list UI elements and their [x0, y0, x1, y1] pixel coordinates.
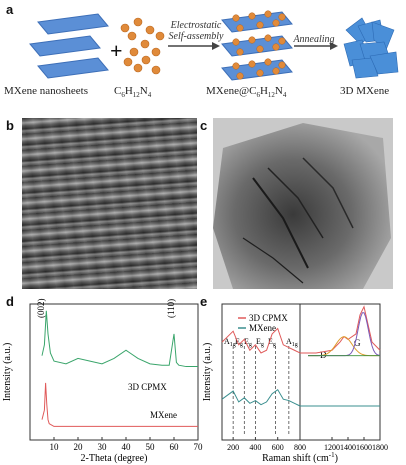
- raman-xlabel: Raman shift (cm-1): [262, 451, 338, 464]
- svg-text:Eg: Eg: [268, 337, 276, 348]
- 3d-mxene-label: 3D MXene: [340, 85, 390, 97]
- panel-c-label: c: [200, 118, 208, 133]
- xrd-xtick-label: 20: [74, 442, 84, 452]
- xrd-series1-label: 3D CPMX: [128, 382, 167, 392]
- svg-text:A1g: A1g: [224, 337, 236, 348]
- svg-text:Eg: Eg: [256, 337, 264, 348]
- panel-a-label: a: [6, 2, 14, 17]
- raman-xtick-label: 1600: [356, 443, 372, 452]
- raman-xtick-label: 1200: [324, 443, 340, 452]
- panel-d-label: d: [6, 294, 14, 309]
- composite-formula: MXene@C6H12N4: [206, 85, 287, 100]
- raman-xtick-label: 200: [227, 443, 239, 452]
- xrd-plot-frame: [29, 303, 199, 441]
- xrd-ylabel: Intensity (a.u.): [2, 343, 13, 402]
- xrd-chart: Intensity (a.u.) 2-Theta (degree) (002) …: [2, 299, 204, 465]
- svg-text:G: G: [354, 338, 361, 348]
- svg-text:A1g: A1g: [286, 337, 298, 348]
- xrd-series-line-0: [41, 310, 198, 368]
- panel-e-label: e: [200, 294, 208, 309]
- self-assembly-label: Self-assembly: [168, 31, 224, 42]
- raman-series-line-0: [221, 327, 301, 354]
- annealing-label: Annealing: [293, 34, 335, 45]
- mxene-nanosheets-icon: [29, 13, 109, 79]
- raman-chart: Intensity (a.u.) Raman shift (cm-1) 3D C…: [202, 303, 388, 464]
- mxene-composite-icon: [221, 10, 293, 81]
- xrd-peak-110: (110): [166, 299, 176, 318]
- xrd-series2-label: MXene: [150, 410, 177, 420]
- xrd-xtick-label: 60: [170, 442, 180, 452]
- raman-xtick-label: 400: [249, 443, 261, 452]
- 3d-mxene-icon: [343, 17, 399, 79]
- raman-xtick-label: 1800: [372, 443, 388, 452]
- xrd-xtick-label: 10: [50, 442, 60, 452]
- svg-text:Eg: Eg: [244, 337, 252, 348]
- panel-b-label: b: [6, 118, 14, 133]
- raman-series-line-1: [221, 388, 301, 407]
- raman-legend2: MXene: [249, 323, 276, 333]
- xrd-xtick-label: 70: [194, 442, 204, 452]
- raman-fit-g: [308, 312, 381, 357]
- xrd-series-line-1: [41, 382, 198, 427]
- raman-xtick-label: 800: [294, 443, 306, 452]
- sem-image: [22, 118, 197, 289]
- tem-image: [213, 118, 393, 289]
- raman-xtick-label: 1400: [340, 443, 356, 452]
- electrostatic-label: Electrostatic: [170, 20, 222, 31]
- mxene-nanosheets-label: MXene nanosheets: [4, 85, 89, 97]
- plus-sign: +: [110, 38, 123, 63]
- hmt-molecules-icon: [120, 17, 165, 75]
- raman-ylabel: Intensity (a.u.): [202, 343, 213, 402]
- xrd-xtick-label: 40: [122, 442, 132, 452]
- raman-series-line-0-b: [300, 305, 381, 354]
- panel-a-schematic: +: [29, 10, 399, 81]
- xrd-xlabel: 2-Theta (degree): [81, 453, 148, 464]
- raman-xtick-label: 600: [272, 443, 284, 452]
- raman-right-frame: [299, 303, 381, 441]
- raman-legend1: 3D CPMX: [249, 313, 288, 323]
- hmt-formula: C6H12N4: [114, 85, 152, 100]
- xrd-peak-002: (002): [36, 299, 46, 319]
- xrd-xtick-label: 50: [146, 442, 156, 452]
- xrd-xtick-label: 30: [98, 442, 108, 452]
